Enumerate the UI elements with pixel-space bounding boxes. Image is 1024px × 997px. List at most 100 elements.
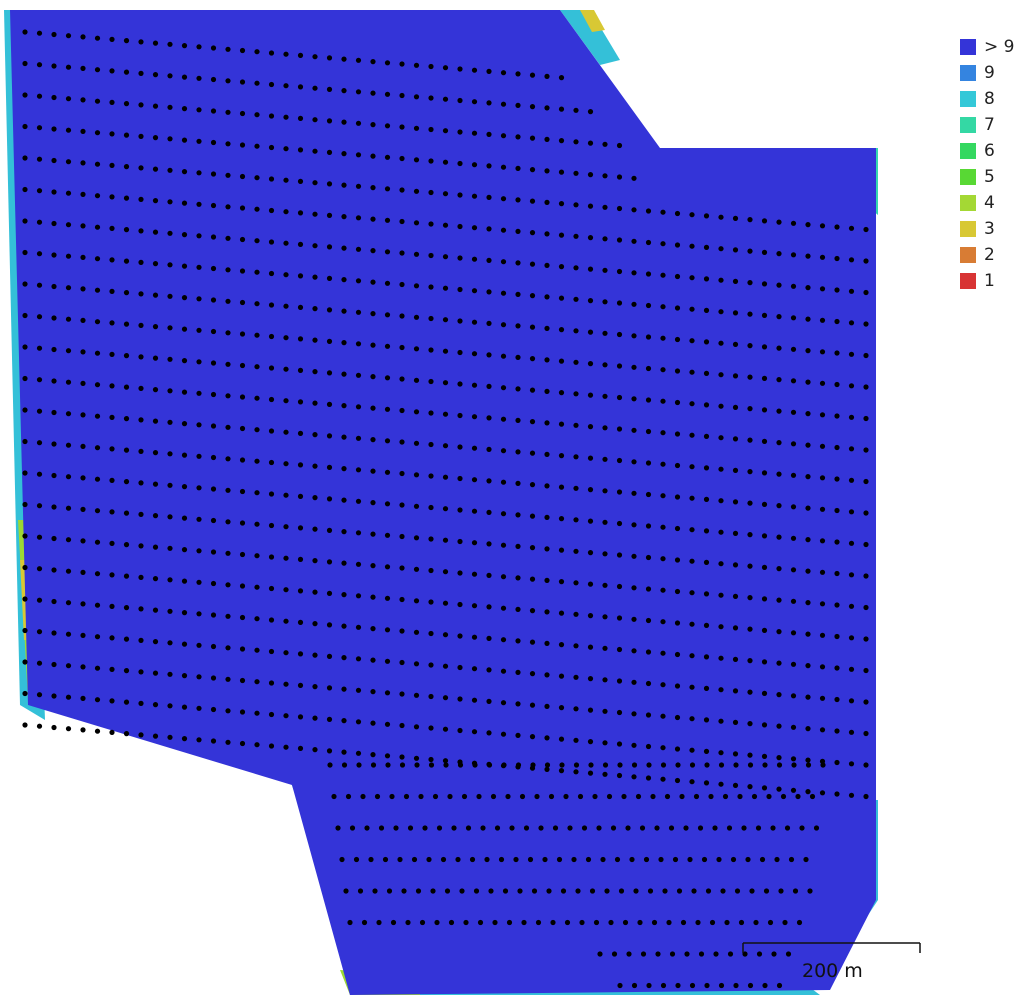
legend-label: 6 — [984, 141, 995, 161]
camera-dot — [747, 626, 753, 632]
camera-dot — [689, 590, 695, 596]
camera-dot — [718, 403, 724, 409]
camera-dot — [790, 787, 797, 793]
camera-dot — [413, 157, 420, 163]
camera-dot — [94, 476, 101, 482]
camera-dot — [660, 587, 666, 593]
camera-dot — [863, 352, 869, 359]
camera-dot — [544, 325, 550, 331]
camera-dot — [535, 919, 542, 926]
camera-dot — [461, 793, 468, 800]
camera-dot — [428, 762, 435, 768]
camera-dot — [805, 600, 811, 606]
camera-dot — [556, 856, 563, 863]
camera-dot — [239, 740, 246, 747]
camera-dot — [422, 825, 428, 831]
camera-dot — [370, 153, 376, 159]
camera-dot — [283, 398, 289, 404]
camera-dot — [65, 568, 72, 574]
camera-dot — [500, 227, 507, 233]
camera-dot — [167, 73, 173, 79]
camera-dot — [515, 386, 521, 392]
camera-dot — [500, 416, 507, 422]
camera-dot — [484, 856, 490, 863]
camera-dot — [573, 139, 579, 145]
camera-dot — [500, 70, 507, 76]
camera-dot — [152, 450, 159, 456]
camera-dot — [36, 440, 43, 446]
camera-dot — [384, 595, 391, 601]
camera-dot — [805, 789, 811, 795]
camera-dot — [732, 530, 739, 537]
camera-dot — [254, 332, 260, 338]
camera-dot — [691, 888, 697, 894]
camera-dot — [500, 542, 507, 548]
camera-dot — [761, 596, 768, 602]
camera-dot — [521, 919, 527, 926]
camera-dot — [80, 317, 86, 323]
camera-dot — [701, 856, 708, 863]
camera-dot — [457, 160, 463, 167]
camera-dot — [776, 282, 782, 288]
camera-dot — [370, 437, 376, 443]
camera-dot — [65, 694, 72, 700]
camera-dot — [297, 210, 304, 216]
camera-dot — [573, 359, 579, 365]
camera-dot — [36, 660, 43, 666]
camera-dot — [645, 491, 652, 498]
camera-dot — [471, 351, 478, 357]
camera-dot — [442, 569, 449, 575]
camera-dot — [645, 428, 652, 435]
camera-dot — [645, 239, 652, 246]
camera-dot — [834, 224, 840, 230]
camera-dot — [674, 210, 681, 217]
camera-dot — [486, 163, 492, 169]
camera-dot — [689, 558, 695, 564]
camera-dot — [80, 601, 86, 607]
camera-dot — [597, 951, 603, 957]
camera-dot — [863, 667, 869, 674]
camera-dot — [225, 235, 231, 241]
camera-dot — [370, 59, 376, 65]
camera-dot — [210, 328, 217, 335]
camera-dot — [341, 718, 347, 724]
camera-dot — [604, 888, 610, 894]
camera-dot — [341, 56, 347, 62]
camera-dot — [384, 406, 391, 412]
camera-dot — [534, 793, 540, 800]
camera-dot — [428, 725, 434, 731]
camera-dot — [428, 158, 434, 164]
camera-dot — [471, 540, 478, 546]
camera-dot — [790, 630, 797, 636]
camera-dot — [544, 105, 550, 111]
camera-dot — [399, 439, 405, 445]
camera-dot — [776, 755, 782, 761]
camera-dot — [428, 441, 434, 448]
camera-dot — [51, 220, 57, 227]
camera-dot — [819, 664, 826, 670]
camera-dot — [283, 51, 289, 57]
camera-dot — [370, 468, 376, 474]
camera-dot — [776, 762, 783, 768]
camera-dot — [413, 629, 420, 635]
camera-dot — [283, 83, 289, 89]
camera-dot — [790, 535, 797, 541]
camera-dot — [36, 314, 43, 320]
camera-dot — [703, 370, 710, 376]
camera-dot — [343, 888, 349, 894]
camera-dot — [660, 762, 667, 768]
camera-dot — [341, 403, 347, 409]
camera-dot — [341, 277, 347, 283]
camera-dot — [587, 676, 594, 682]
camera-dot — [660, 272, 666, 278]
camera-dot — [790, 504, 797, 510]
camera-dot — [36, 503, 43, 509]
camera-dot — [94, 571, 101, 577]
camera-dot — [674, 620, 681, 626]
camera-dot — [123, 321, 130, 327]
camera-dot — [573, 517, 579, 523]
camera-dot — [529, 324, 536, 330]
camera-dot — [756, 951, 763, 957]
camera-dot — [660, 650, 666, 656]
camera-dot — [834, 570, 840, 577]
